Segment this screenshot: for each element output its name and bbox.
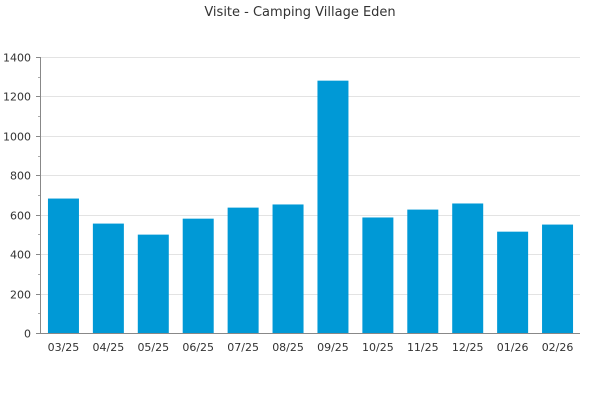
gridlines xyxy=(41,57,580,295)
y-tick-label: 1000 xyxy=(3,131,31,144)
bar-09-25[interactable] xyxy=(317,80,349,334)
bar-03-25[interactable] xyxy=(47,198,79,333)
x-tick-label: 09/25 xyxy=(317,341,349,354)
bar-11-25[interactable] xyxy=(407,209,439,333)
y-tick-label: 1400 xyxy=(3,52,31,65)
bar-05-25[interactable] xyxy=(137,234,169,333)
x-tick-label: 11/25 xyxy=(407,341,439,354)
x-tick-label: 05/25 xyxy=(137,341,169,354)
bars xyxy=(47,80,574,334)
y-axis: 0 200 400 600 800 1000 1200 1400 xyxy=(3,52,41,341)
y-tick-label: 800 xyxy=(10,170,31,183)
y-tick-label: 0 xyxy=(24,328,31,341)
chart-title: Visite - Camping Village Eden xyxy=(204,5,395,20)
x-tick-label: 10/25 xyxy=(362,341,394,354)
x-tick-label: 07/25 xyxy=(227,341,259,354)
y-tick-label: 600 xyxy=(10,210,31,223)
bar-01-26[interactable] xyxy=(497,231,529,333)
y-tick-label: 400 xyxy=(10,249,31,262)
bar-02-26[interactable] xyxy=(542,224,574,333)
x-axis: 03/25 04/25 05/25 06/25 07/25 08/25 09/25 10/25… xyxy=(36,333,580,354)
bar-06-25[interactable] xyxy=(182,218,214,333)
x-tick-label: 08/25 xyxy=(272,341,304,354)
x-tick-label: 02/26 xyxy=(542,341,574,354)
bar-04-25[interactable] xyxy=(92,223,124,333)
bar-12-25[interactable] xyxy=(452,203,484,333)
x-tick-label: 04/25 xyxy=(93,341,125,354)
bar-10-25[interactable] xyxy=(362,217,394,333)
x-tick-label: 03/25 xyxy=(48,341,80,354)
bar-07-25[interactable] xyxy=(227,207,259,333)
bar-08-25[interactable] xyxy=(272,204,304,333)
x-tick-label: 06/25 xyxy=(182,341,214,354)
x-tick-label: 01/26 xyxy=(497,341,529,354)
x-tick-label: 12/25 xyxy=(452,341,484,354)
y-tick-label: 1200 xyxy=(3,91,31,104)
y-tick-label: 200 xyxy=(10,289,31,302)
